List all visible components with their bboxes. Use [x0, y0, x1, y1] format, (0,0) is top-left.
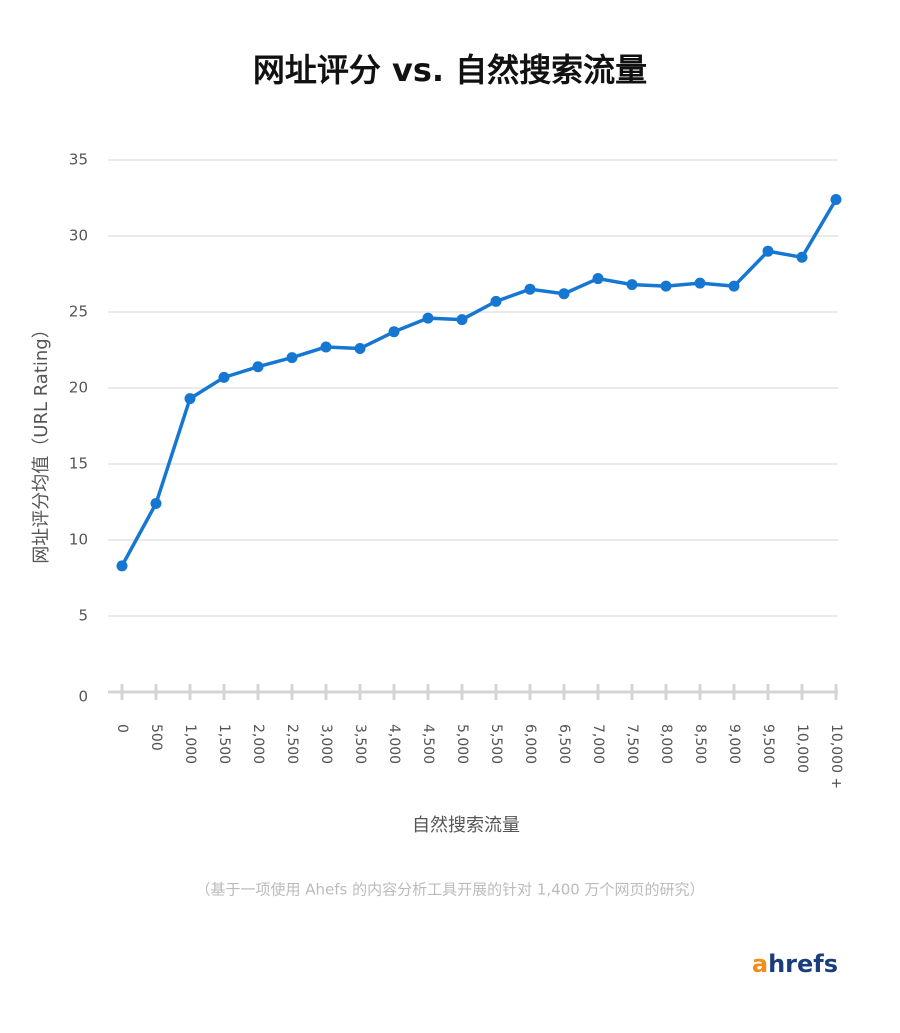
x-tick-label: 1,500 — [216, 724, 232, 764]
point — [388, 326, 400, 338]
x-tick-label: 2,000 — [250, 724, 266, 764]
footnote: （基于一项使用 Ahefs 的内容分析工具开展的针对 1,400 万个网页的研究… — [195, 881, 704, 899]
point — [456, 314, 468, 326]
x-axis-label: 自然搜索流量 — [412, 815, 520, 836]
x-tick-label: 7,000 — [590, 724, 606, 764]
x-tick-label: 10,000 — [794, 724, 810, 773]
y-tick-label: 15 — [69, 455, 88, 473]
x-tick-label: 1,000 — [182, 724, 198, 764]
point — [796, 251, 808, 263]
point — [184, 393, 196, 405]
logo: ahrefs — [752, 950, 838, 978]
point — [830, 194, 842, 206]
point — [728, 280, 740, 292]
point — [694, 277, 706, 289]
y-tick-label: 10 — [69, 531, 88, 549]
point — [422, 312, 434, 324]
point — [762, 245, 774, 257]
point — [354, 342, 366, 354]
x-tick-label: 4,500 — [420, 724, 436, 764]
point — [490, 295, 502, 307]
x-tick-label: 9,500 — [760, 724, 776, 764]
x-tick-label: 6,000 — [522, 724, 538, 764]
x-tick-label: 7,500 — [624, 724, 640, 764]
point — [218, 371, 230, 383]
y-tick-label: 20 — [69, 379, 88, 397]
x-tick-label: 3,500 — [352, 724, 368, 764]
y-tick-label: 30 — [69, 227, 88, 245]
y-axis-label: 网址评分均值（URL Rating） — [31, 320, 52, 563]
y-tick-label: 5 — [78, 607, 88, 625]
x-tick-label: 8,500 — [692, 724, 708, 764]
point — [252, 361, 264, 373]
x-tick-label: 3,000 — [318, 724, 334, 764]
x-tick-label: 6,500 — [556, 724, 572, 764]
point — [592, 273, 604, 285]
point — [558, 288, 570, 300]
y-tick-label: 25 — [69, 303, 88, 321]
x-tick-label: 8,000 — [658, 724, 674, 764]
point — [150, 498, 162, 510]
x-tick-label: 2,500 — [284, 724, 300, 764]
y-tick-label: 0 — [78, 688, 88, 706]
x-tick-label: 10,000 + — [828, 724, 844, 789]
x-tick-label: 9,000 — [726, 724, 742, 764]
x-tick-label: 500 — [148, 724, 164, 751]
y-tick-label: 35 — [69, 151, 88, 169]
x-tick-label: 0 — [114, 724, 130, 733]
x-tick-label: 5,500 — [488, 724, 504, 764]
point — [116, 560, 128, 572]
chart-title: 网址评分 vs. 自然搜索流量 — [253, 51, 647, 89]
x-tick-label: 5,000 — [454, 724, 470, 764]
x-tick-label: 4,000 — [386, 724, 402, 764]
point — [320, 341, 332, 353]
point — [524, 283, 536, 295]
point — [286, 352, 298, 364]
line — [120, 198, 838, 567]
point — [626, 279, 638, 291]
point — [660, 280, 672, 292]
